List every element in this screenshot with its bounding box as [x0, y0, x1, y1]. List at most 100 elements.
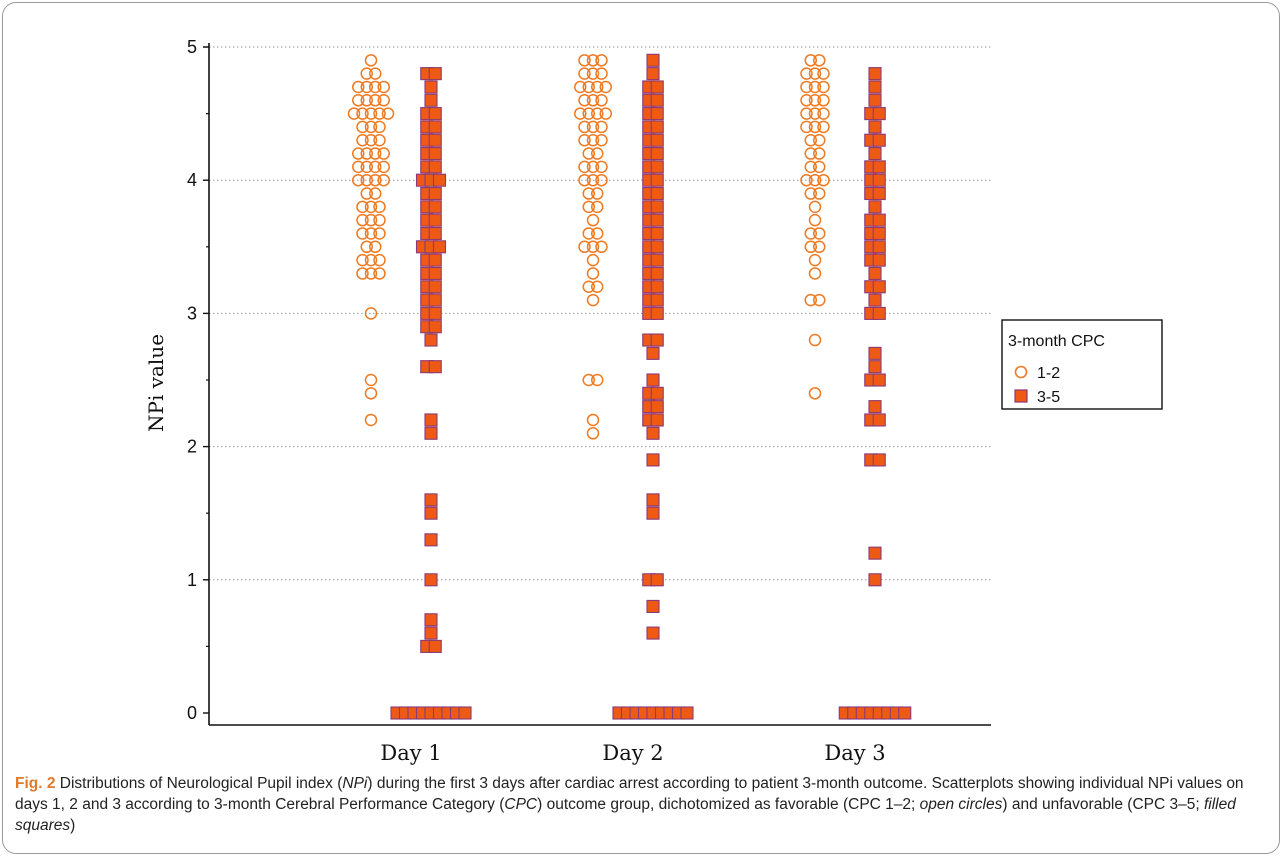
- point-filled-square: [650, 306, 664, 320]
- point-filled-square: [424, 573, 438, 587]
- point-filled-square: [428, 639, 442, 653]
- point-open-circle: [817, 94, 830, 107]
- point-open-circle: [373, 253, 386, 267]
- legend-entry-1-2: 1-2: [1037, 365, 1060, 382]
- point-open-circle: [578, 54, 591, 67]
- point-open-circle: [586, 94, 600, 107]
- point-open-circle: [373, 107, 386, 120]
- point-open-circle: [595, 120, 608, 134]
- point-filled-square: [872, 253, 886, 267]
- point-open-circle: [352, 173, 365, 187]
- point-filled-square: [650, 333, 664, 347]
- point-open-circle: [586, 67, 600, 80]
- point-filled-square: [868, 360, 882, 374]
- y-axis-label: NPi value: [144, 334, 168, 432]
- point-filled-square: [428, 133, 442, 147]
- point-open-circle: [804, 54, 817, 67]
- point-open-circle: [578, 173, 591, 187]
- point-filled-square: [646, 346, 660, 360]
- point-open-circle: [574, 107, 587, 120]
- point-open-circle: [591, 80, 604, 94]
- point-open-circle: [364, 133, 378, 147]
- point-open-circle: [574, 80, 587, 94]
- point-filled-square: [424, 613, 438, 627]
- point-filled-square: [424, 80, 438, 94]
- point-open-circle: [352, 94, 365, 107]
- point-open-circle: [373, 200, 386, 214]
- caption-text-3: ) outcome group, dichotomized as favorab…: [537, 796, 920, 813]
- point-open-circle: [808, 213, 822, 227]
- point-open-circle: [360, 80, 373, 94]
- point-filled-square: [650, 293, 664, 307]
- point-open-circle: [591, 373, 604, 387]
- point-filled-square: [650, 226, 664, 241]
- point-open-circle: [578, 160, 591, 174]
- caption-abbr-npi: NPi: [342, 775, 368, 792]
- x-category-label: Day 2: [602, 741, 663, 765]
- point-open-circle: [813, 147, 826, 160]
- point-open-circle: [804, 147, 817, 160]
- caption-abbr-cpc: CPC: [504, 796, 538, 813]
- point-filled-square: [428, 226, 442, 241]
- y-tick-label: 1: [187, 570, 197, 590]
- point-open-circle: [369, 94, 382, 107]
- legend-box: [1001, 319, 1163, 410]
- point-open-circle: [352, 80, 365, 94]
- point-open-circle: [808, 67, 822, 80]
- point-open-circle: [808, 94, 822, 107]
- point-open-circle: [369, 187, 382, 200]
- point-filled-square: [872, 453, 886, 467]
- point-filled-square: [650, 133, 664, 147]
- point-open-circle: [817, 107, 830, 120]
- point-filled-square: [424, 493, 438, 507]
- point-open-circle: [364, 373, 378, 387]
- point-open-circle: [586, 160, 600, 174]
- point-filled-square: [646, 53, 660, 67]
- point-filled-square: [650, 173, 664, 187]
- point-open-circle: [360, 173, 373, 187]
- x-category-label: Day 3: [824, 741, 885, 765]
- point-open-circle: [813, 133, 826, 147]
- point-filled-square: [872, 160, 886, 174]
- point-open-circle: [356, 213, 369, 227]
- point-filled-square: [680, 706, 694, 720]
- point-open-circle: [595, 67, 608, 80]
- point-open-circle: [364, 387, 378, 400]
- point-filled-square: [868, 200, 882, 214]
- point-open-circle: [804, 293, 817, 307]
- point-open-circle: [582, 107, 595, 120]
- point-open-circle: [356, 267, 369, 280]
- point-filled-square: [650, 186, 664, 201]
- point-filled-square: [868, 573, 882, 587]
- point-open-circle: [817, 67, 830, 80]
- point-open-circle: [586, 173, 600, 187]
- y-ticks: 0 1 2 3 4 5: [187, 37, 209, 723]
- point-filled-square: [428, 213, 442, 227]
- point-open-circle: [364, 54, 378, 67]
- point-open-circle: [373, 120, 386, 134]
- point-open-circle: [804, 227, 817, 240]
- point-filled-square: [872, 226, 886, 241]
- point-filled-square: [868, 400, 882, 414]
- point-filled-square: [650, 213, 664, 227]
- point-filled-square: [650, 280, 664, 294]
- point-open-circle: [595, 173, 608, 187]
- point-filled-square: [428, 306, 442, 320]
- point-filled-square: [650, 573, 664, 587]
- point-open-circle: [582, 200, 595, 214]
- point-open-circle: [582, 373, 595, 387]
- y-tick-label: 5: [187, 37, 197, 57]
- point-open-circle: [364, 413, 378, 427]
- legend-marker-open-circle: [1014, 365, 1028, 379]
- legend-marker-filled-square: [1014, 389, 1028, 403]
- caption-text-1: Distributions of Neurological Pupil inde…: [55, 775, 343, 792]
- point-open-circle: [800, 80, 813, 94]
- point-filled-square: [868, 147, 882, 161]
- x-category-label: Day 1: [380, 741, 441, 765]
- point-filled-square: [872, 186, 886, 201]
- point-open-circle: [591, 280, 604, 294]
- point-filled-square: [650, 400, 664, 414]
- point-filled-square: [428, 293, 442, 307]
- point-open-circle: [578, 133, 591, 147]
- point-open-circle: [356, 200, 369, 214]
